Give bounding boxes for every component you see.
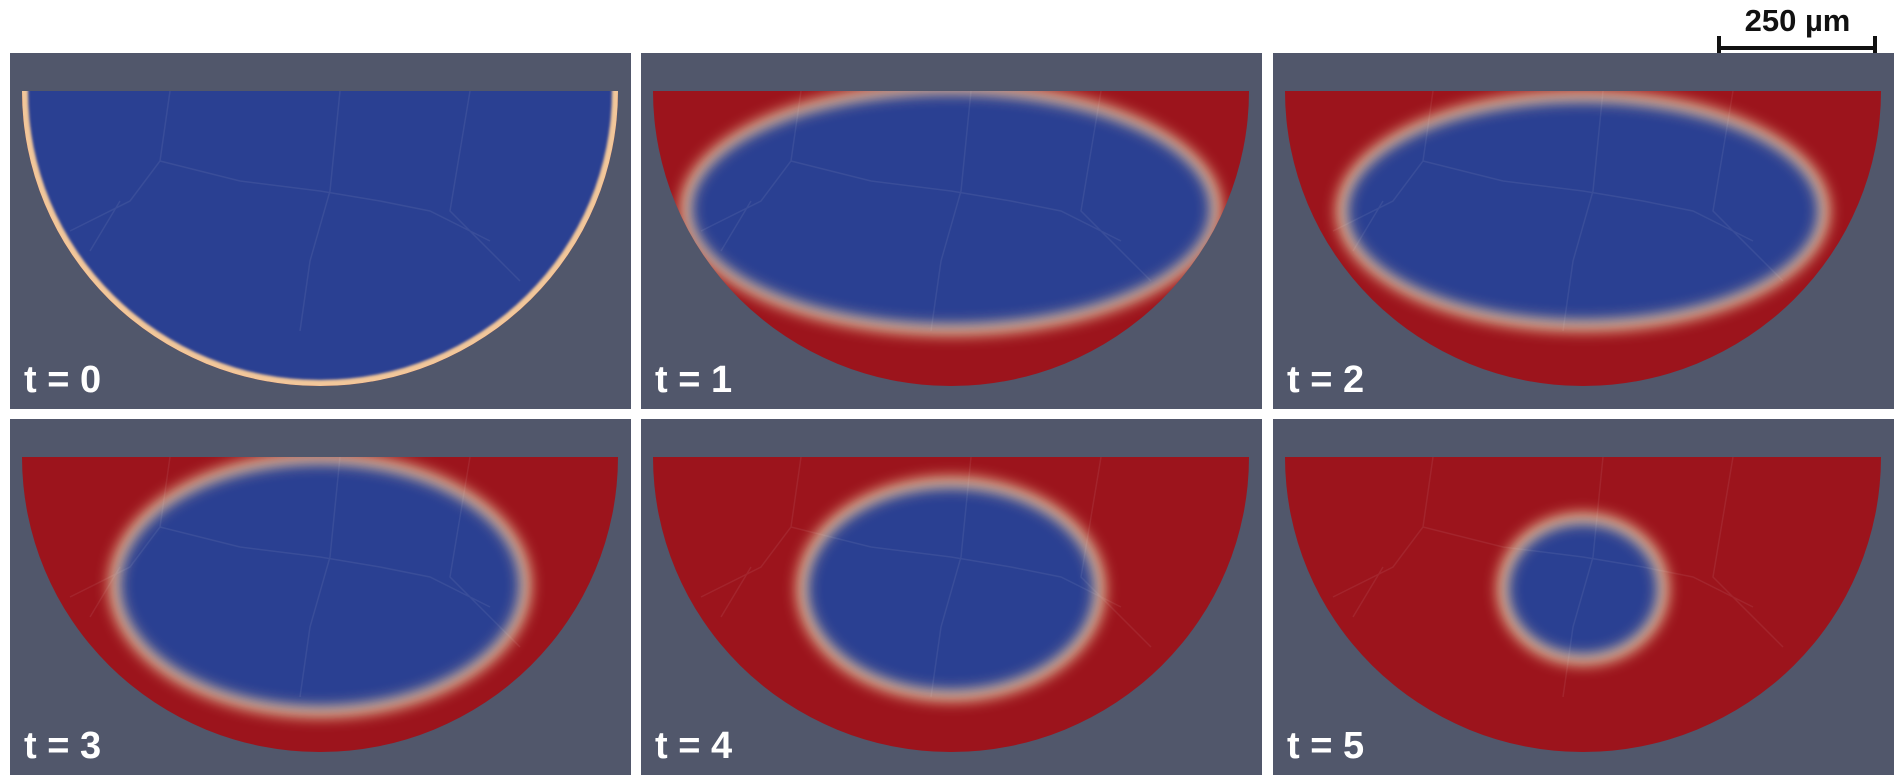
grain-boundary-lines: [1332, 457, 1784, 698]
panel-image: [22, 91, 618, 387]
simulation-panel: t = 4: [641, 419, 1262, 775]
panel-image: [22, 457, 618, 753]
scale-bar: 250 µm: [1705, 0, 1890, 70]
panel-image: [1285, 91, 1881, 387]
time-label: t = 3: [24, 725, 102, 767]
simulation-panel: t = 2: [1273, 53, 1894, 409]
time-label: t = 1: [655, 359, 733, 401]
inner-phase-region: [28, 91, 612, 381]
grain-boundary-lines: [69, 457, 521, 698]
time-label: t = 2: [1287, 359, 1365, 401]
simulation-panel: t = 0: [10, 53, 631, 409]
inner-phase-region: [806, 487, 1096, 691]
inner-phase-region: [690, 93, 1212, 325]
simulation-panel: t = 5: [1273, 419, 1894, 775]
grain-boundary-lines: [700, 91, 1152, 332]
time-label: t = 5: [1287, 725, 1365, 767]
inner-phase-region: [1346, 101, 1820, 321]
simulation-panel: t = 3: [10, 419, 631, 775]
grain-boundary-lines: [700, 457, 1152, 698]
inner-phase-region: [1507, 523, 1659, 655]
panel-image: [1285, 457, 1881, 753]
grain-boundary-lines: [69, 91, 521, 332]
scale-bar-label: 250 µm: [1744, 3, 1851, 38]
inner-phase-region: [119, 463, 521, 707]
time-label: t = 0: [24, 359, 102, 401]
time-label: t = 4: [655, 725, 733, 767]
panel-image: [653, 91, 1249, 387]
grain-boundary-lines: [1332, 91, 1784, 332]
panel-image: [653, 457, 1249, 753]
simulation-panel: t = 1: [641, 53, 1262, 409]
